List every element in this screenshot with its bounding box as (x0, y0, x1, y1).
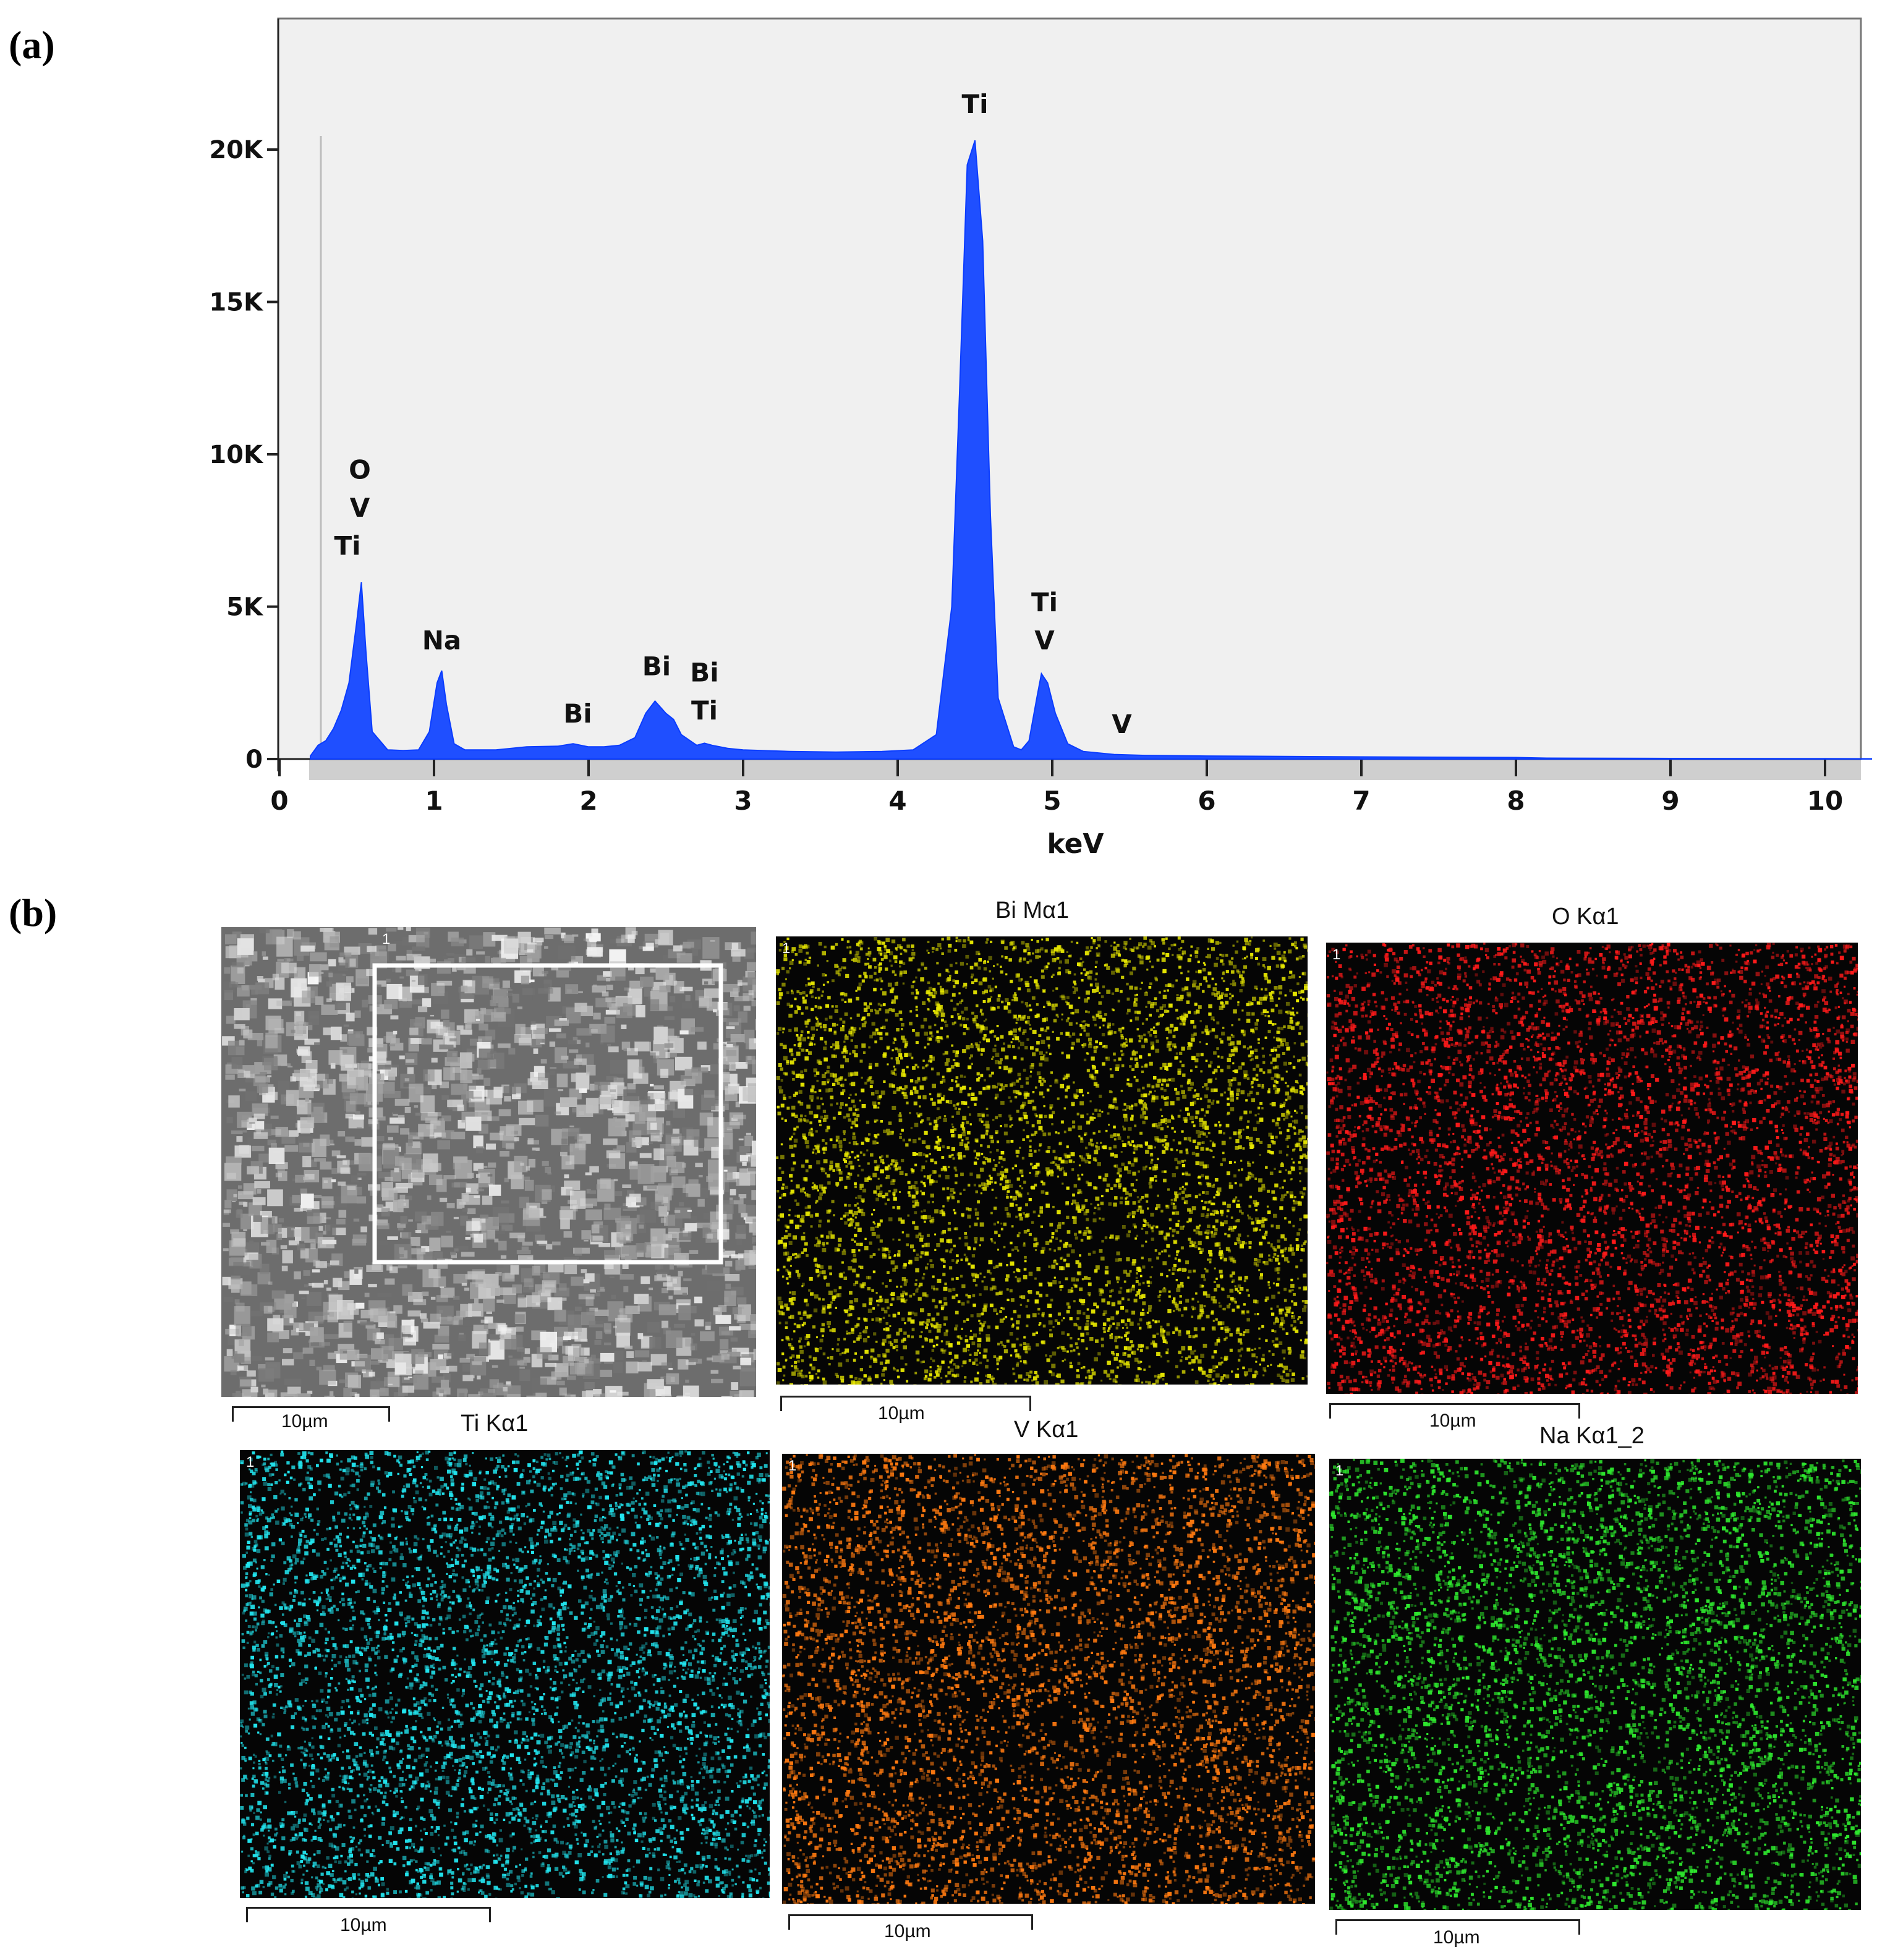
speckle-layer (1329, 1459, 1861, 1910)
scale-bar (1329, 1403, 1580, 1419)
map-title: V Kα1 (1014, 1417, 1078, 1443)
x-tick-label: 2 (579, 786, 597, 816)
plot-bottom-shade (309, 759, 1861, 780)
na-map: 1 (1329, 1459, 1861, 1910)
scale-bar (1335, 1919, 1580, 1935)
sem-image: 1 (221, 927, 756, 1397)
y-tick-label: 5K (226, 593, 264, 622)
map-index: 1 (782, 940, 790, 957)
y-tick-label: 15K (209, 289, 264, 317)
speckle-layer (776, 936, 1308, 1385)
scale-bar (246, 1907, 491, 1922)
x-tick-label: 6 (1198, 786, 1215, 816)
map-texture (1329, 1459, 1861, 1910)
scale-bar (788, 1914, 1033, 1930)
map-texture (776, 936, 1308, 1385)
x-tick-label: 3 (734, 786, 752, 816)
peak-label: Ti (691, 695, 718, 726)
scale-label: 10µm (884, 1921, 931, 1942)
peak-label: Ti (1031, 587, 1058, 617)
y-tick-label: 20K (209, 136, 264, 164)
map-index: 1 (382, 931, 390, 948)
v-map: 1 (782, 1454, 1315, 1904)
x-tick-label: 1 (425, 786, 443, 816)
map-index: 1 (788, 1457, 796, 1475)
ti-map: 1 (240, 1450, 770, 1898)
panel-a-label: (a) (9, 22, 55, 68)
map-title: Ti Kα1 (461, 1411, 528, 1437)
y-tick-label: 0 (245, 745, 263, 774)
map-background (240, 1450, 770, 1898)
map-background (1329, 1459, 1861, 1910)
speckle-layer (240, 1450, 770, 1898)
selection-frame (372, 963, 723, 1265)
bi-map: 1 (776, 936, 1308, 1385)
scale-label: 10µm (281, 1411, 328, 1432)
panel-b-label: (b) (9, 890, 57, 936)
x-tick-label: 7 (1352, 786, 1370, 816)
peak-label: V (350, 493, 370, 523)
peak-label: O (349, 454, 371, 485)
speckle-layer (221, 927, 756, 1397)
speckle-layer (1326, 943, 1858, 1394)
map-background (782, 1454, 1315, 1904)
map-index: 1 (1335, 1462, 1343, 1480)
spectrum-series (310, 140, 1872, 760)
x-tick-label: 9 (1661, 786, 1679, 816)
x-tick-label: 0 (270, 786, 288, 816)
peak-label: Ti (334, 531, 360, 561)
peak-label: Na (422, 626, 462, 656)
y-tick-label: 10K (209, 441, 264, 469)
peak-label: Ti (961, 89, 988, 119)
map-texture (782, 1454, 1315, 1904)
plot-area (277, 17, 1862, 760)
scale-label: 10µm (878, 1403, 925, 1424)
peak-label: V (1112, 709, 1132, 739)
map-texture (221, 927, 756, 1397)
peak-label: V (1034, 626, 1055, 656)
x-tick-label: 10 (1807, 786, 1843, 816)
peak-label: Bi (563, 698, 592, 729)
map-texture (1326, 943, 1858, 1394)
map-index: 1 (246, 1454, 254, 1471)
scale-bar (232, 1406, 390, 1422)
map-index: 1 (1332, 946, 1340, 964)
speckle-layer (782, 1454, 1315, 1904)
scale-label: 10µm (1433, 1927, 1480, 1948)
peak-label: Bi (642, 651, 671, 681)
map-background (1326, 943, 1858, 1394)
map-texture (240, 1450, 770, 1898)
x-tick-label: 5 (1043, 786, 1061, 816)
map-title: Bi Mα1 (995, 897, 1069, 924)
scale-label: 10µm (1429, 1411, 1476, 1432)
map-title: O Kα1 (1552, 904, 1619, 930)
o-map: 1 (1326, 943, 1858, 1394)
x-tick-label: 8 (1507, 786, 1525, 816)
peak-label: Bi (690, 657, 718, 687)
scale-bar (780, 1396, 1031, 1411)
map-title: Na Kα1_2 (1539, 1423, 1645, 1449)
x-axis-label: keV (1047, 828, 1104, 860)
x-tick-label: 4 (888, 786, 906, 816)
scale-label: 10µm (340, 1915, 387, 1936)
